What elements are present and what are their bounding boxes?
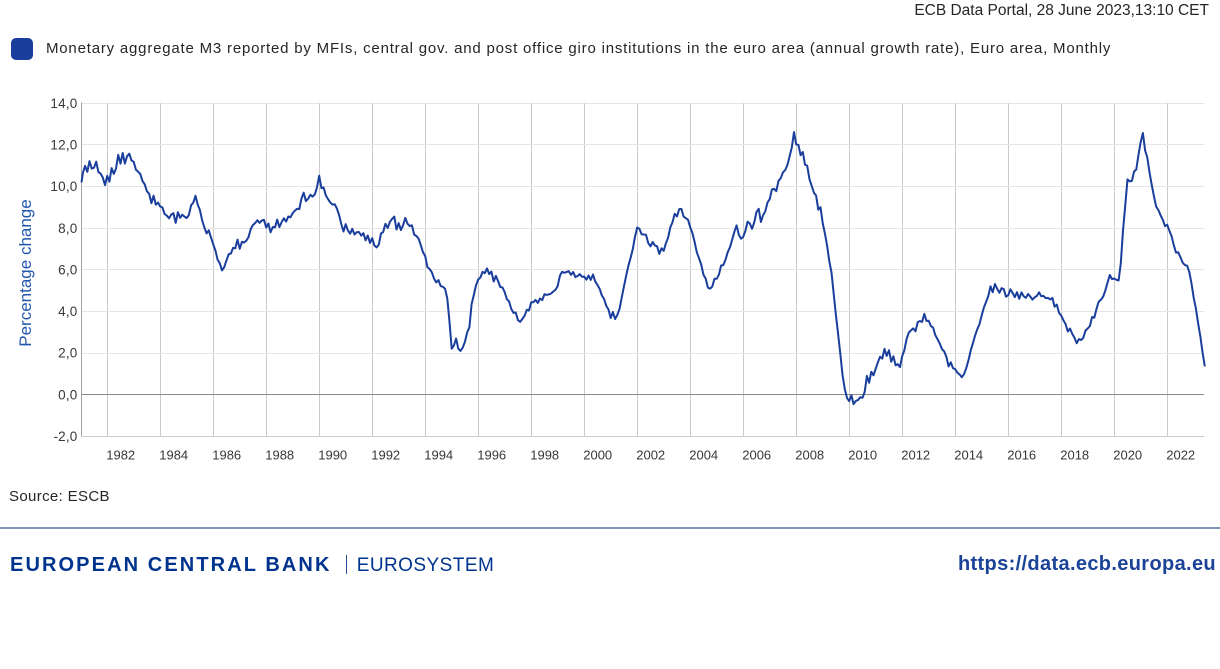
- svg-text:2018: 2018: [1060, 448, 1089, 463]
- svg-text:10,0: 10,0: [50, 179, 77, 194]
- svg-text:1994: 1994: [424, 448, 453, 463]
- svg-text:1988: 1988: [265, 448, 294, 463]
- svg-text:2010: 2010: [848, 448, 877, 463]
- svg-text:2002: 2002: [636, 448, 665, 463]
- svg-text:2006: 2006: [742, 448, 771, 463]
- svg-text:1982: 1982: [106, 448, 135, 463]
- svg-text:6,0: 6,0: [58, 262, 77, 277]
- svg-text:12,0: 12,0: [50, 137, 77, 152]
- svg-text:2014: 2014: [954, 448, 983, 463]
- svg-text:1992: 1992: [371, 448, 400, 463]
- svg-text:14,0: 14,0: [50, 96, 77, 111]
- svg-text:2004: 2004: [689, 448, 718, 463]
- svg-text:-2,0: -2,0: [53, 429, 77, 444]
- svg-text:2,0: 2,0: [58, 346, 77, 361]
- svg-text:8,0: 8,0: [58, 221, 77, 236]
- svg-text:1998: 1998: [530, 448, 559, 463]
- svg-text:2000: 2000: [583, 448, 612, 463]
- svg-text:2012: 2012: [901, 448, 930, 463]
- svg-text:1996: 1996: [477, 448, 506, 463]
- svg-text:2008: 2008: [795, 448, 824, 463]
- svg-text:1986: 1986: [212, 448, 241, 463]
- svg-text:2016: 2016: [1007, 448, 1036, 463]
- svg-text:2020: 2020: [1113, 448, 1142, 463]
- svg-text:1990: 1990: [318, 448, 347, 463]
- svg-text:4,0: 4,0: [58, 304, 77, 319]
- svg-text:1984: 1984: [159, 448, 188, 463]
- svg-text:0,0: 0,0: [58, 387, 77, 402]
- svg-text:2022: 2022: [1166, 448, 1195, 463]
